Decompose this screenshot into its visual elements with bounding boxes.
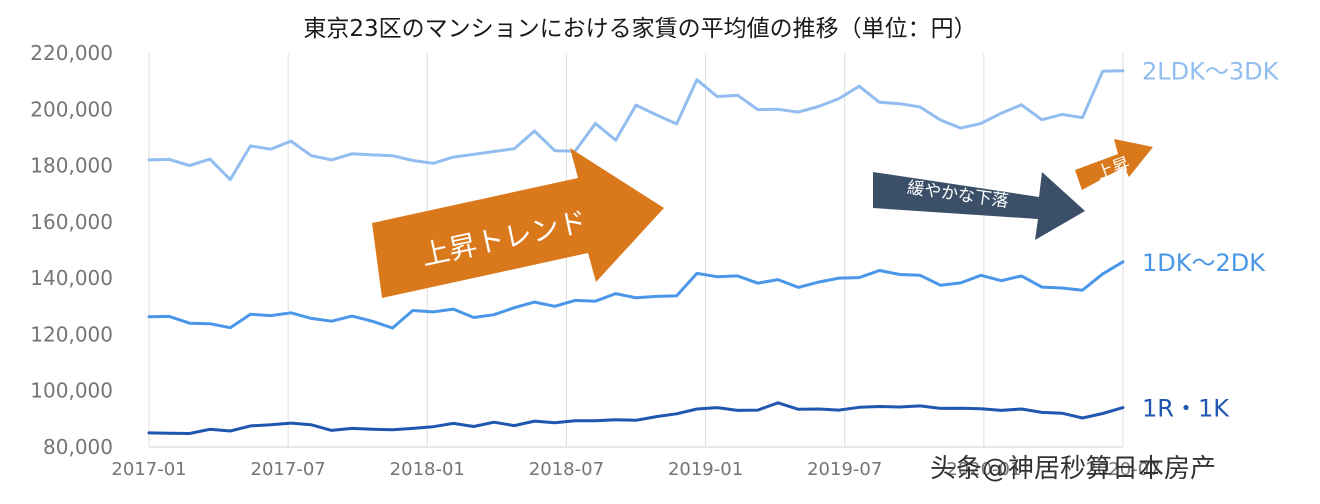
y-tick-label: 120,000 bbox=[30, 322, 113, 346]
y-tick-label: 220,000 bbox=[30, 41, 113, 65]
grid-lines bbox=[148, 53, 1124, 448]
chart-title: 東京23区のマンションにおける家賃の平均値の推移（単位：円） bbox=[303, 16, 976, 42]
x-tick-label: 2018-07 bbox=[529, 459, 604, 480]
series-label-0: 2LDK〜3DK bbox=[1142, 58, 1280, 86]
y-tick-label: 180,000 bbox=[30, 154, 113, 178]
gradual-decline-arrow bbox=[873, 172, 1085, 240]
y-tick-label: 160,000 bbox=[30, 210, 113, 234]
x-tick-label: 2017-01 bbox=[111, 459, 186, 480]
series-line-1 bbox=[147, 260, 1125, 330]
series-lines bbox=[147, 69, 1125, 435]
x-tick-label: 2020-01 bbox=[946, 459, 1021, 480]
y-tick-label: 80,000 bbox=[43, 435, 113, 459]
series-labels: 2LDK〜3DK 1DK〜2DK 1R・1K bbox=[1142, 58, 1280, 423]
series-line-2 bbox=[147, 401, 1125, 435]
y-tick-label: 200,000 bbox=[30, 97, 113, 121]
x-axis: 2017-01 2017-07 2018-01 2018-07 2019-01 2019-… bbox=[111, 459, 1160, 480]
y-tick-label: 100,000 bbox=[30, 379, 113, 403]
rising-trend-arrow bbox=[372, 148, 664, 298]
series-line-0 bbox=[147, 69, 1125, 182]
y-tick-label: 140,000 bbox=[30, 266, 113, 290]
x-tick-label: 2020-07 bbox=[1085, 459, 1160, 480]
watermark: 头条@神居秒算日本房产 bbox=[930, 454, 1216, 484]
series-label-2: 1R・1K bbox=[1142, 395, 1230, 423]
y-axis: 80,000 100,000 120,000 140,000 160,000 180,00… bbox=[30, 41, 113, 459]
annotation-rising-trend: 上昇トレンド bbox=[372, 148, 664, 298]
annotation-rise: 上昇 bbox=[1075, 139, 1153, 190]
x-tick-label: 2018-01 bbox=[390, 459, 465, 480]
x-tick-label: 2019-01 bbox=[668, 459, 743, 480]
rise-arrow bbox=[1075, 139, 1153, 190]
annotation-gradual-decline: 緩やかな下落 bbox=[873, 172, 1085, 240]
series-label-1: 1DK〜2DK bbox=[1142, 249, 1266, 277]
x-tick-label: 2019-07 bbox=[807, 459, 882, 480]
rise-label: 上昇 bbox=[1094, 154, 1133, 184]
x-tick-label: 2017-07 bbox=[251, 459, 326, 480]
